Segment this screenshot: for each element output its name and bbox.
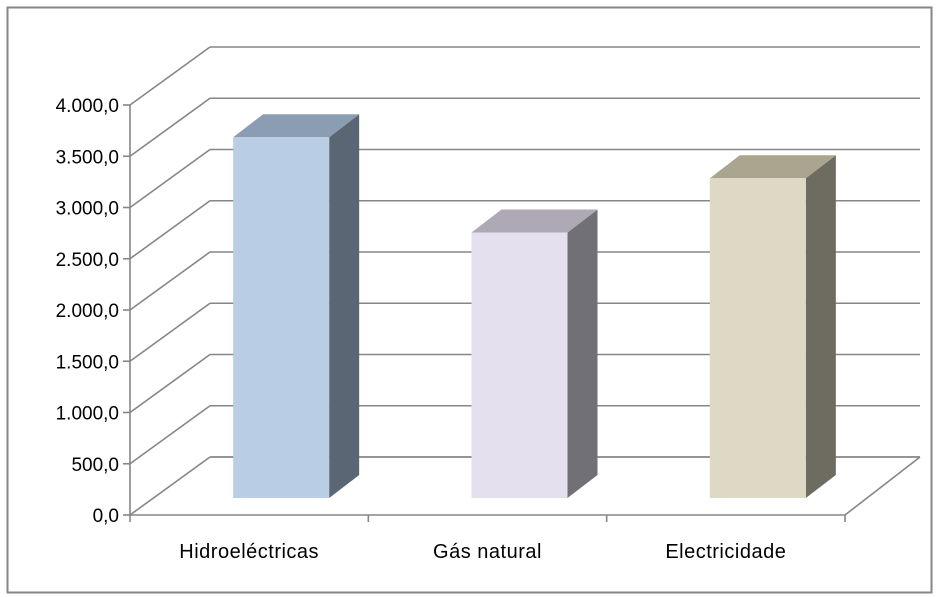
side-gridline (129, 46, 211, 106)
x-category-label: Gás natural (433, 541, 542, 563)
side-gridline (129, 353, 211, 414)
side-gridline (129, 302, 211, 362)
side-gridline (129, 456, 211, 516)
side-gridline (129, 200, 211, 260)
side-gridline (129, 251, 211, 311)
y-tick-label: 4.000,0 (56, 96, 119, 117)
y-tick-label: 3.500,0 (56, 147, 119, 168)
bar-top-1 (233, 114, 360, 138)
bar-side-1 (329, 114, 360, 498)
y-tick-label: 2.500,0 (56, 250, 119, 271)
bar-front-1 (233, 137, 330, 498)
bars (233, 114, 836, 498)
side-gridline (129, 405, 211, 465)
labels: 0,0 500,0 1.000,0 1.500,0 2.000,0 2.500,0 3.00… (56, 96, 786, 563)
axes (123, 104, 846, 522)
side-gridline (129, 97, 211, 157)
y-tick-label: 1.000,0 (56, 404, 119, 425)
y-tick-label: 3.000,0 (56, 199, 119, 220)
floor-right-edge (844, 456, 921, 516)
y-tick-label: 2.000,0 (56, 301, 119, 322)
bar-front-2 (471, 232, 568, 498)
y-tick-label: 1.500,0 (56, 352, 119, 373)
y-tick-label: 500,0 (71, 455, 119, 476)
bar-top-3 (709, 155, 836, 179)
x-category-label: Electricidade (665, 541, 786, 563)
side-gridline (129, 148, 211, 209)
bar-side-3 (805, 155, 836, 498)
y-tick-label: 0,0 (93, 506, 119, 527)
bar-side-2 (567, 209, 598, 498)
x-category-label: Hidroeléctricas (179, 541, 319, 563)
bar-front-3 (709, 178, 806, 498)
bar-top-2 (471, 209, 598, 233)
